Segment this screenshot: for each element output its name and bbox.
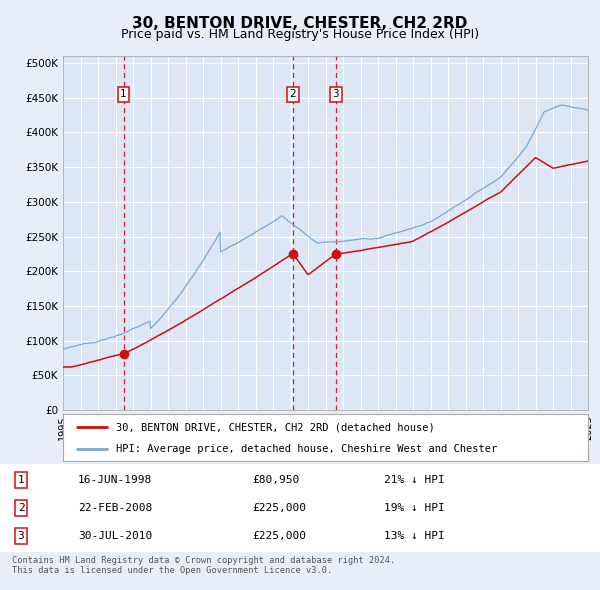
Text: 1: 1 (17, 475, 25, 485)
Text: 3: 3 (332, 89, 339, 99)
Text: 21% ↓ HPI: 21% ↓ HPI (384, 475, 445, 485)
Text: Price paid vs. HM Land Registry's House Price Index (HPI): Price paid vs. HM Land Registry's House … (121, 28, 479, 41)
Text: 30, BENTON DRIVE, CHESTER, CH2 2RD: 30, BENTON DRIVE, CHESTER, CH2 2RD (133, 16, 467, 31)
Text: 16-JUN-1998: 16-JUN-1998 (78, 475, 152, 485)
Text: 19% ↓ HPI: 19% ↓ HPI (384, 503, 445, 513)
Text: 2: 2 (17, 503, 25, 513)
Text: 22-FEB-2008: 22-FEB-2008 (78, 503, 152, 513)
Text: 1: 1 (120, 89, 127, 99)
Text: 13% ↓ HPI: 13% ↓ HPI (384, 531, 445, 541)
Text: 2: 2 (290, 89, 296, 99)
Text: £80,950: £80,950 (252, 475, 299, 485)
Text: 30, BENTON DRIVE, CHESTER, CH2 2RD (detached house): 30, BENTON DRIVE, CHESTER, CH2 2RD (deta… (115, 422, 434, 432)
Text: £225,000: £225,000 (252, 503, 306, 513)
Text: £225,000: £225,000 (252, 531, 306, 541)
Text: Contains HM Land Registry data © Crown copyright and database right 2024.
This d: Contains HM Land Registry data © Crown c… (12, 556, 395, 575)
Text: 3: 3 (17, 531, 25, 541)
Text: HPI: Average price, detached house, Cheshire West and Chester: HPI: Average price, detached house, Ches… (115, 444, 497, 454)
Text: 30-JUL-2010: 30-JUL-2010 (78, 531, 152, 541)
